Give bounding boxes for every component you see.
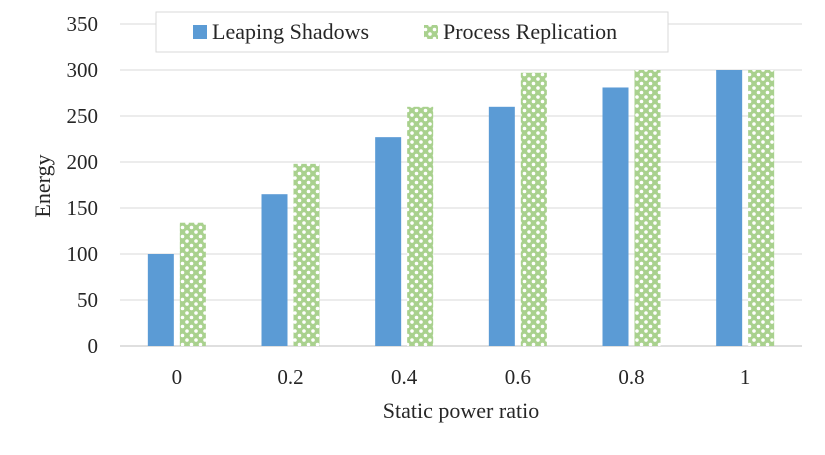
x-tick-label: 0.4 [391, 365, 418, 389]
legend-swatch-process-replication [424, 25, 438, 39]
bar-process-replication [179, 222, 206, 346]
y-tick-label: 150 [67, 196, 99, 220]
bar-leaping-shadows [716, 70, 743, 346]
legend-swatch-leaping-shadows [193, 25, 207, 39]
legend-label-leaping-shadows: Leaping Shadows [212, 19, 369, 44]
legend: Leaping Shadows Process Replication [155, 11, 669, 53]
gridlines [120, 23, 802, 347]
y-tick-label: 350 [67, 12, 99, 36]
legend-box [155, 11, 669, 53]
bar-process-replication [748, 70, 775, 346]
y-tick-label: 0 [88, 334, 99, 358]
bar-process-replication [634, 70, 661, 346]
y-tick-label: 250 [67, 104, 99, 128]
y-axis-title: Energy [30, 154, 55, 217]
y-tick-label: 200 [67, 150, 99, 174]
bar-process-replication [520, 72, 547, 346]
x-tick-labels: 0 0.2 0.4 0.6 0.8 1 [172, 365, 751, 389]
y-tick-label: 50 [77, 288, 98, 312]
bar-leaping-shadows [602, 87, 629, 346]
bar-leaping-shadows [488, 106, 515, 346]
bar-leaping-shadows [261, 194, 288, 346]
y-tick-label: 300 [67, 58, 99, 82]
bar-leaping-shadows [375, 137, 402, 346]
bar-leaping-shadows [147, 254, 174, 346]
x-tick-label: 0.6 [505, 365, 531, 389]
bar-process-replication [293, 163, 320, 346]
x-tick-label: 0 [172, 365, 183, 389]
x-tick-label: 0.2 [277, 365, 303, 389]
legend-label-process-replication: Process Replication [443, 19, 617, 44]
x-tick-label: 1 [740, 365, 751, 389]
y-tick-label: 100 [67, 242, 99, 266]
x-axis-title: Static power ratio [383, 398, 539, 423]
x-tick-label: 0.8 [618, 365, 644, 389]
bars [147, 70, 775, 346]
bar-process-replication [407, 106, 434, 346]
y-tick-labels: 0 50 100 150 200 250 300 350 [67, 12, 99, 358]
